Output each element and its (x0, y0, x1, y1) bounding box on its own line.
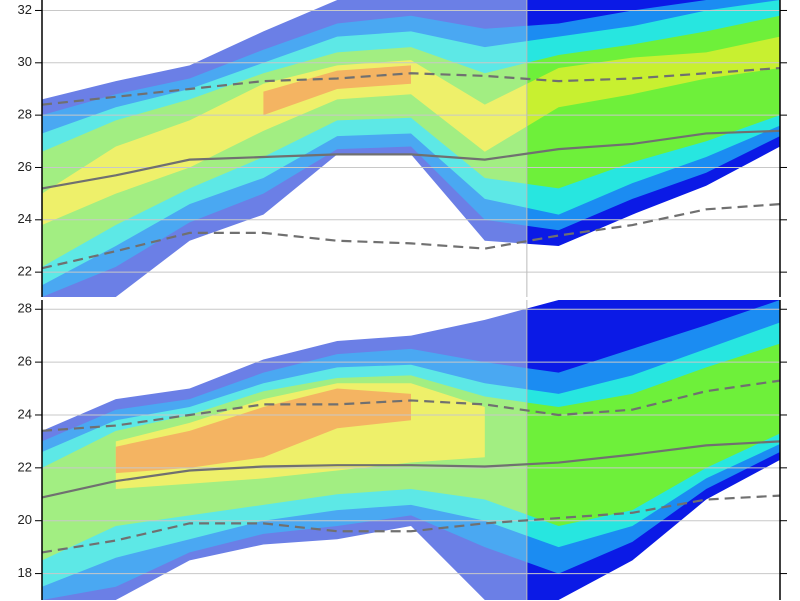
y-tick-label: 28 (18, 301, 32, 316)
y-tick-label: 22 (18, 264, 32, 279)
contour-band (115, 388, 412, 474)
y-tick-label: 26 (18, 159, 32, 174)
line-series (41, 129, 781, 190)
y-tick-label: 24 (18, 211, 32, 226)
line-series (41, 66, 781, 106)
y-tick-label: 24 (18, 406, 32, 421)
y-tick-label: 26 (18, 354, 32, 369)
y-tick-label: 28 (18, 107, 32, 122)
line-series (41, 203, 781, 270)
y-tick-label: 30 (18, 54, 32, 69)
contour-band (42, 47, 527, 267)
y-tick-label: 32 (18, 2, 32, 17)
contour-band (526, 36, 780, 127)
y-tick-label: 20 (18, 512, 32, 527)
line-series (41, 494, 781, 554)
line-series (41, 440, 781, 499)
line-series (41, 379, 781, 432)
y-tick-label: 18 (18, 565, 32, 580)
y-tick-label: 22 (18, 459, 32, 474)
contour-band (263, 65, 411, 116)
